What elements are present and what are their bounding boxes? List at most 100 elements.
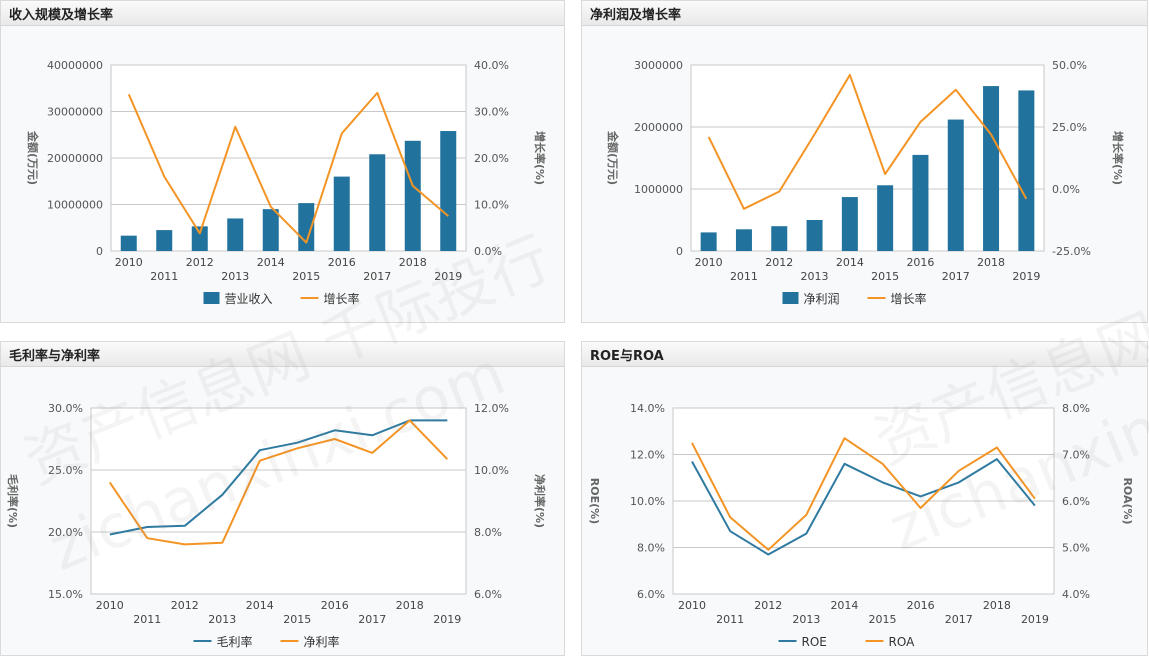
x-tick-label: 2017 — [358, 613, 386, 626]
x-tick-label: 2014 — [836, 256, 864, 269]
right-axis-title: 增长率(%) — [533, 131, 547, 185]
series-line — [707, 73, 1028, 210]
x-tick-label: 2014 — [246, 599, 274, 612]
series-line — [108, 419, 449, 546]
left-tick-label: 2000000 — [634, 121, 683, 134]
x-tick-label: 2010 — [695, 256, 723, 269]
x-tick-label: 2010 — [115, 256, 143, 269]
panel-header: 收入规模及增长率 — [1, 1, 564, 26]
plot-area — [90, 407, 467, 595]
panel-header: 净利润及增长率 — [582, 1, 1147, 26]
legend-label: 毛利率 — [217, 634, 253, 649]
right-axis-title: 净利率(%) — [533, 474, 547, 528]
right-tick-label: 12.0% — [474, 402, 509, 415]
right-tick-label: -25.0% — [1052, 245, 1091, 258]
bar — [440, 131, 457, 251]
x-tick-label: 2016 — [328, 256, 356, 269]
left-axis-title: 毛利率(%) — [6, 474, 20, 528]
left-tick-label: 10.0% — [630, 495, 665, 508]
series-line — [127, 91, 449, 244]
left-tick-label: 0 — [676, 245, 683, 258]
bar — [806, 220, 823, 251]
right-tick-label: 0.0% — [474, 245, 502, 258]
panel-header: 毛利率与净利率 — [1, 342, 564, 367]
legend-swatch — [782, 292, 799, 304]
x-tick-label: 2015 — [283, 613, 311, 626]
bar — [120, 235, 137, 251]
bar — [191, 226, 208, 251]
panel-title: 净利润及增长率 — [590, 8, 682, 23]
legend-label: 增长率 — [324, 291, 360, 306]
bar — [1018, 90, 1035, 251]
right-tick-label: 40.0% — [474, 59, 509, 72]
x-tick-label: 2011 — [716, 613, 744, 626]
left-axis-title: 金额(万元) — [606, 130, 620, 185]
x-tick-label: 2017 — [942, 270, 970, 283]
legend-label: 增长率 — [891, 291, 927, 306]
left-axis-title: 金额(万元) — [26, 130, 40, 185]
left-tick-label: 30000000 — [47, 106, 103, 119]
left-tick-label: 20000000 — [47, 152, 103, 165]
panel-title: ROE与ROA — [590, 349, 664, 364]
panel-title: 毛利率与净利率 — [9, 349, 101, 364]
right-tick-label: 4.0% — [1062, 588, 1090, 601]
x-tick-label: 2014 — [830, 599, 858, 612]
legend-label: ROE — [802, 635, 827, 649]
bar — [877, 185, 894, 251]
x-tick-label: 2016 — [321, 599, 349, 612]
bar — [333, 176, 350, 251]
bar — [947, 119, 964, 251]
bar — [912, 154, 929, 251]
series-line — [691, 458, 1036, 556]
chart-margins: 15.0% 20.0% 25.0% 30.0% 6.0% 8.0% 10.0% 12.0% 毛利… — [6, 402, 547, 649]
bar — [983, 86, 1000, 251]
left-tick-label: 15.0% — [48, 588, 83, 601]
x-tick-label: 2013 — [792, 613, 820, 626]
bar — [156, 230, 173, 251]
x-tick-label: 2015 — [869, 613, 897, 626]
bar — [841, 197, 858, 251]
right-tick-label: 10.0% — [474, 464, 509, 477]
x-tick-label: 2011 — [150, 270, 178, 283]
right-tick-label: 30.0% — [474, 106, 509, 119]
left-tick-label: 6.0% — [637, 588, 665, 601]
left-tick-label: 10000000 — [47, 199, 103, 212]
panel-roe-roa: ROE与ROA 6.0% 8.0% 10.0% 12.0% 14.0% 4.0% 5.0% 6… — [581, 341, 1148, 656]
right-tick-label: 25.0% — [1052, 121, 1087, 134]
x-tick-label: 2012 — [765, 256, 793, 269]
x-tick-label: 2018 — [396, 599, 424, 612]
legend-label: 净利润 — [804, 292, 840, 306]
chart-revenue: 0 10000000 20000000 30000000 40000000 0.0% 10.… — [26, 59, 547, 306]
right-axis-title: ROA(%) — [1121, 477, 1134, 524]
right-tick-label: 0.0% — [1052, 183, 1080, 196]
x-tick-label: 2011 — [730, 270, 758, 283]
series-line — [109, 419, 448, 536]
x-tick-label: 2017 — [363, 270, 391, 283]
x-tick-label: 2018 — [977, 256, 1005, 269]
x-tick-label: 2016 — [907, 599, 935, 612]
x-tick-label: 2013 — [208, 613, 236, 626]
right-axis-title: 增长率(%) — [1111, 131, 1125, 185]
x-tick-label: 2011 — [133, 613, 161, 626]
legend-label: 净利率 — [304, 634, 340, 649]
left-tick-label: 30.0% — [48, 402, 83, 415]
x-tick-label: 2012 — [171, 599, 199, 612]
left-tick-label: 3000000 — [634, 59, 683, 72]
x-tick-label: 2013 — [221, 270, 249, 283]
bar — [369, 154, 386, 251]
panel-margins: 毛利率与净利率 15.0% 20.0% 25.0% 30.0% 6.0% 8.0% 10.0… — [0, 341, 565, 656]
left-tick-label: 0 — [96, 245, 103, 258]
panel-title: 收入规模及增长率 — [9, 8, 114, 23]
x-tick-label: 2014 — [257, 256, 285, 269]
x-tick-label: 2012 — [754, 599, 782, 612]
right-tick-label: 10.0% — [474, 199, 509, 212]
bar — [404, 140, 421, 251]
left-tick-label: 1000000 — [634, 183, 683, 196]
x-tick-label: 2018 — [983, 599, 1011, 612]
left-tick-label: 20.0% — [48, 526, 83, 539]
x-tick-label: 2019 — [433, 613, 461, 626]
legend-swatch — [203, 292, 220, 304]
left-tick-label: 8.0% — [637, 542, 665, 555]
right-tick-label: 7.0% — [1062, 449, 1090, 462]
x-tick-label: 2019 — [1012, 270, 1040, 283]
